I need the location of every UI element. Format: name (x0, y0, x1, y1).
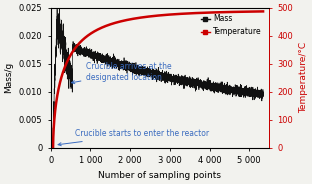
Y-axis label: Temperature/°C: Temperature/°C (299, 42, 308, 113)
Y-axis label: Mass/g: Mass/g (4, 62, 13, 93)
Text: Crucible starts to enter the reactor: Crucible starts to enter the reactor (58, 129, 209, 146)
X-axis label: Number of sampling points: Number of sampling points (98, 171, 222, 180)
Text: Crucible arrives at the
designated location: Crucible arrives at the designated locat… (71, 63, 172, 84)
Legend: Mass, Temperature: Mass, Temperature (199, 13, 263, 38)
